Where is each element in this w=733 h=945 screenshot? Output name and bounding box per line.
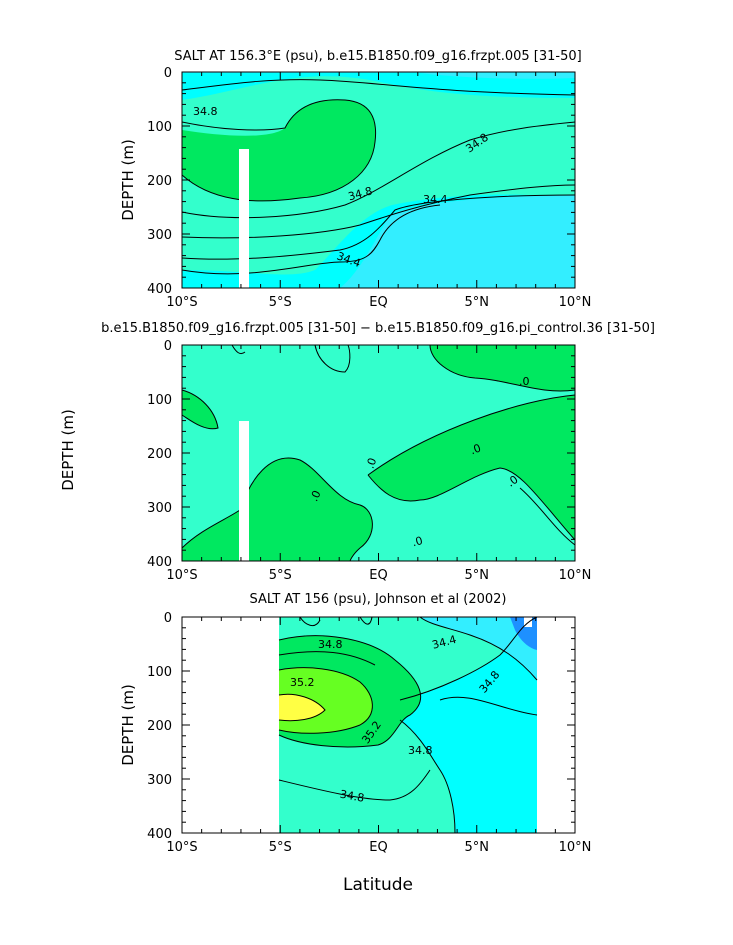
p3-xlabel: Latitude — [343, 875, 413, 895]
p3-contours — [278, 616, 538, 834]
panel-3-ylabel: DEPTH (m) — [119, 684, 137, 766]
p3-contour-label: 34.4 — [431, 633, 458, 652]
p2-axes: 10°S 5°S EQ 5°N 10°N 0 100 200 300 400 — [147, 339, 591, 583]
p2-contour-label: .0 — [411, 534, 425, 549]
x-tick-label: EQ — [369, 840, 387, 855]
p3-contour-label: 35.2 — [290, 676, 315, 689]
y-tick-label: 200 — [147, 447, 172, 462]
p1-contour-label: 34.8 — [347, 184, 374, 203]
y-tick-label: 100 — [147, 393, 172, 408]
x-tick-label: 10°N — [559, 568, 592, 583]
p3-contour-label: 34.8 — [339, 788, 365, 805]
y-tick-label: 0 — [164, 611, 172, 626]
y-tick-label: 200 — [147, 174, 172, 189]
p3-axes: 10°S 5°S EQ 5°N 10°N 0 100 200 300 400 — [147, 611, 591, 855]
p3-contour-label: 34.8 — [318, 638, 343, 651]
x-tick-label: 10°S — [166, 568, 197, 583]
x-tick-label: 5°S — [269, 568, 292, 583]
x-tick-label: 5°S — [269, 840, 292, 855]
p1-contour-label: 34.8 — [193, 105, 218, 118]
x-tick-label: 10°S — [166, 295, 197, 310]
p3-gap — [524, 617, 532, 627]
panel-3: SALT AT 156 (psu), Johnson et al (2002) … — [119, 592, 591, 895]
panel-1-ylabel: DEPTH (m) — [119, 139, 137, 221]
y-tick-label: 100 — [147, 665, 172, 680]
p1-upper-fill — [182, 76, 575, 275]
p2-pos-fill-mid — [368, 395, 575, 540]
p2-contour-label: .0 — [519, 375, 530, 388]
x-tick-label: 5°N — [465, 840, 490, 855]
y-tick-label: 400 — [147, 555, 172, 570]
p2-contour-label: .0 — [468, 442, 482, 458]
panel-2-title: b.e15.B1850.f09_g16.frzpt.005 [31-50] − … — [101, 321, 655, 336]
x-tick-label: 5°S — [269, 295, 292, 310]
panel-1: SALT AT 156.3°E (psu), b.e15.B1850.f09_g… — [119, 49, 591, 310]
p2-missing-column — [239, 421, 249, 561]
x-tick-label: 10°S — [166, 840, 197, 855]
p2-pos-fill-top — [430, 345, 575, 392]
p2-contour-label: .0 — [307, 488, 323, 503]
y-tick-label: 200 — [147, 719, 172, 734]
x-tick-label: 5°N — [465, 295, 490, 310]
x-tick-label: 10°N — [559, 840, 592, 855]
y-tick-label: 0 — [164, 66, 172, 81]
x-tick-label: EQ — [369, 295, 387, 310]
panel-2-ylabel: DEPTH (m) — [59, 409, 77, 491]
x-tick-label: 10°N — [559, 295, 592, 310]
y-tick-label: 400 — [147, 282, 172, 297]
y-tick-label: 300 — [147, 501, 172, 516]
panel-2: b.e15.B1850.f09_g16.frzpt.005 [31-50] − … — [59, 321, 655, 583]
y-tick-label: 400 — [147, 827, 172, 842]
p1-axes: 10°S 5°S EQ 5°N 10°N 0 100 200 300 400 — [147, 66, 591, 310]
p3-contour-label: 34.8 — [408, 744, 433, 757]
p1-core-fill — [182, 99, 376, 201]
p2-contours — [181, 344, 576, 562]
y-tick-label: 100 — [147, 120, 172, 135]
p1-contour-label: 34.4 — [423, 193, 448, 206]
x-tick-label: EQ — [369, 568, 387, 583]
p2-pos-fill-bottom — [182, 458, 373, 561]
p2-pos-fill-left — [182, 390, 218, 429]
x-tick-label: 5°N — [465, 568, 490, 583]
y-tick-label: 0 — [164, 339, 172, 354]
p1-contours — [181, 79, 576, 275]
panel-1-title: SALT AT 156.3°E (psu), b.e15.B1850.f09_g… — [174, 49, 581, 64]
y-tick-label: 300 — [147, 228, 172, 243]
p3-fresh-fill — [400, 617, 537, 833]
p2-contour-label: .0 — [364, 456, 380, 470]
y-tick-label: 300 — [147, 773, 172, 788]
panel-3-title: SALT AT 156 (psu), Johnson et al (2002) — [249, 592, 506, 607]
p3-top-fresh — [420, 617, 537, 680]
p1-missing-column — [239, 149, 249, 288]
